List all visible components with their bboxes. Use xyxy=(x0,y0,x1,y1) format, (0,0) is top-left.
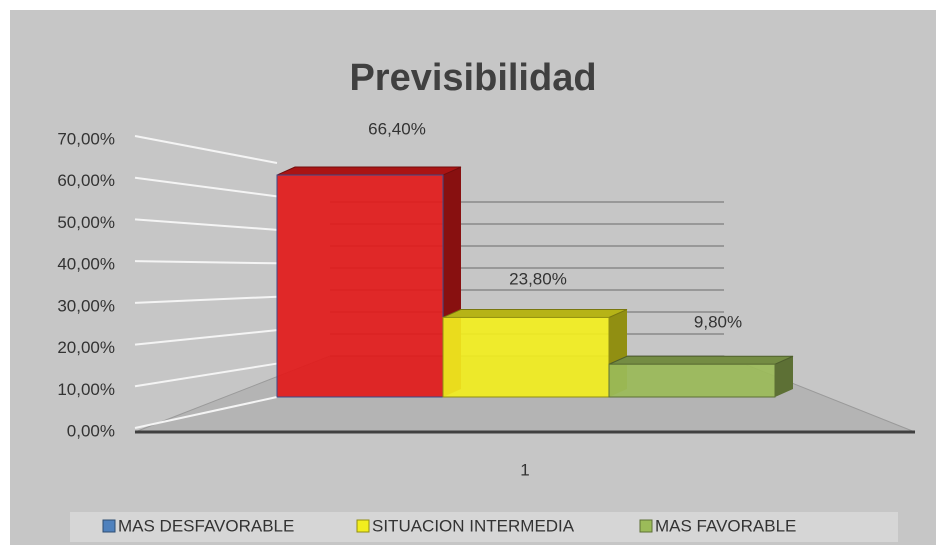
chart-title: Previsibilidad xyxy=(349,57,596,99)
bar xyxy=(608,363,776,398)
x-tick-label: 1 xyxy=(520,460,529,479)
y-tick-label: 70,00% xyxy=(57,129,115,148)
legend-swatch xyxy=(356,519,370,533)
bar xyxy=(442,316,610,398)
data-label: 23,80% xyxy=(509,269,567,288)
grid-line xyxy=(134,329,278,346)
y-tick-label: 50,00% xyxy=(57,213,115,232)
data-label: 9,80% xyxy=(694,312,742,331)
bar xyxy=(276,174,444,398)
bar-top xyxy=(608,355,794,365)
grid-line xyxy=(134,135,278,164)
y-tick-label: 10,00% xyxy=(57,380,115,399)
grid-line xyxy=(134,176,278,198)
y-tick-label: 40,00% xyxy=(57,255,115,274)
y-tick-label: 20,00% xyxy=(57,338,115,357)
grid-line xyxy=(134,295,278,304)
y-tick-label: 60,00% xyxy=(57,171,115,190)
legend-label: MAS DESFAVORABLE xyxy=(118,516,294,535)
legend-box xyxy=(70,512,898,542)
bar-side xyxy=(775,356,793,397)
data-label: 66,40% xyxy=(368,119,426,138)
legend-swatch xyxy=(639,519,653,533)
y-tick-label: 0,00% xyxy=(67,421,115,440)
grid-line xyxy=(134,396,278,429)
y-tick-label: 30,00% xyxy=(57,296,115,315)
bar-top xyxy=(276,166,462,176)
legend-label: MAS FAVORABLE xyxy=(655,516,796,535)
bar-top xyxy=(442,308,628,318)
chart-background xyxy=(10,10,936,545)
legend-swatch xyxy=(102,519,116,533)
grid-line xyxy=(134,260,278,265)
grid-line xyxy=(134,362,278,388)
legend-label: SITUACION INTERMEDIA xyxy=(372,516,575,535)
grid-line xyxy=(134,218,278,231)
